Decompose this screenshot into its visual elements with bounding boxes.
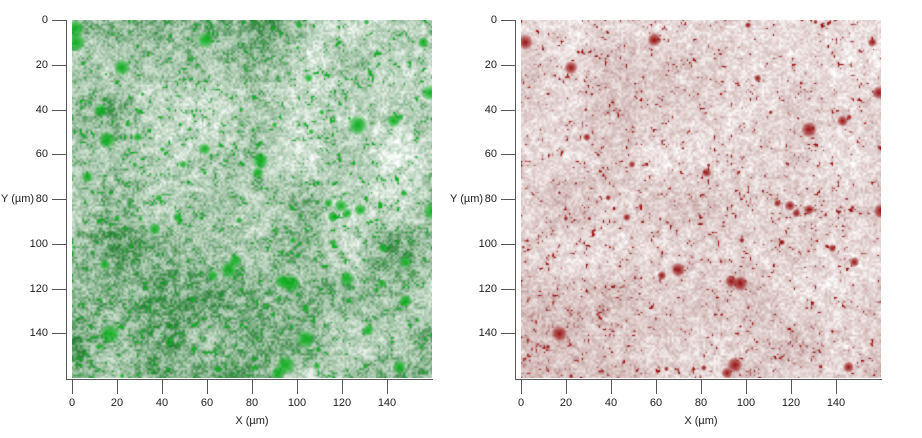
x-axis-label: X (µm) [235, 415, 269, 427]
x-tick-mark [566, 380, 567, 394]
x-tick-mark [701, 380, 702, 394]
x-tick-label-40: 40 [155, 397, 169, 409]
y-tick-label-80: 80 [35, 193, 48, 205]
y-tick-mark [501, 110, 515, 111]
x-tick-label-60: 60 [649, 397, 663, 409]
green-channel-map [72, 20, 432, 378]
y-tick-mark [52, 110, 66, 111]
y-tick-mark [52, 154, 66, 155]
x-tick-label-80: 80 [245, 397, 259, 409]
y-tick-label-120: 120 [478, 283, 497, 295]
red-channel-map [521, 20, 881, 378]
y-axis-line [515, 20, 516, 380]
x-tick-label-140: 140 [377, 397, 397, 409]
red-channel-panel: 0 20 40 60 80 100 120 140 0 20 40 60 80 100 120 140 Y … [449, 0, 895, 438]
x-tick-mark [656, 380, 657, 394]
y-tick-label-140: 140 [29, 327, 48, 339]
green-channel-panel: 0 20 40 60 80 100 120 140 0 20 40 60 80 100 120 140 Y … [0, 0, 446, 438]
y-tick-label-60: 60 [484, 148, 497, 160]
x-tick-mark [72, 380, 73, 394]
y-tick-mark [501, 289, 515, 290]
x-tick-label-0: 0 [68, 397, 76, 409]
x-tick-mark [611, 380, 612, 394]
x-tick-mark [297, 380, 298, 394]
x-tick-label-80: 80 [694, 397, 708, 409]
x-tick-label-0: 0 [517, 397, 525, 409]
x-tick-label-120: 120 [332, 397, 352, 409]
y-axis-label: Y (µm) [1, 193, 35, 205]
x-tick-mark [207, 380, 208, 394]
x-tick-label-20: 20 [110, 397, 124, 409]
x-tick-mark [162, 380, 163, 394]
x-tick-mark [342, 380, 343, 394]
x-tick-mark [746, 380, 747, 394]
x-tick-label-20: 20 [559, 397, 573, 409]
x-tick-label-40: 40 [604, 397, 618, 409]
y-tick-label-60: 60 [35, 148, 48, 160]
x-tick-label-100: 100 [287, 397, 307, 409]
y-tick-label-100: 100 [29, 238, 48, 250]
y-tick-mark [52, 65, 66, 66]
x-tick-label-60: 60 [200, 397, 214, 409]
x-tick-label-140: 140 [826, 397, 846, 409]
y-tick-label-140: 140 [478, 327, 497, 339]
y-tick-mark [501, 199, 515, 200]
y-tick-label-40: 40 [35, 104, 48, 116]
x-tick-label-100: 100 [736, 397, 756, 409]
y-tick-mark [501, 244, 515, 245]
x-tick-mark [387, 380, 388, 394]
y-tick-mark [52, 333, 66, 334]
y-tick-mark [501, 65, 515, 66]
y-tick-label-100: 100 [478, 238, 497, 250]
x-tick-mark [252, 380, 253, 394]
x-tick-mark [836, 380, 837, 394]
y-axis-label: Y (µm) [450, 193, 484, 205]
y-tick-mark [52, 244, 66, 245]
y-tick-mark [501, 333, 515, 334]
x-tick-mark [117, 380, 118, 394]
y-tick-mark [52, 289, 66, 290]
y-tick-label-0: 0 [490, 14, 497, 26]
y-tick-mark [52, 20, 66, 21]
y-tick-label-20: 20 [35, 59, 48, 71]
x-axis-line [66, 379, 433, 380]
x-tick-mark [521, 380, 522, 394]
x-tick-label-120: 120 [781, 397, 801, 409]
y-tick-mark [501, 154, 515, 155]
x-tick-mark [791, 380, 792, 394]
y-tick-label-40: 40 [484, 104, 497, 116]
y-tick-mark [501, 20, 515, 21]
y-tick-label-20: 20 [484, 59, 497, 71]
y-tick-label-0: 0 [41, 14, 48, 26]
y-tick-label-120: 120 [29, 283, 48, 295]
y-axis-line [66, 20, 67, 380]
x-axis-line [515, 379, 882, 380]
y-tick-label-80: 80 [484, 193, 497, 205]
y-tick-mark [52, 199, 66, 200]
x-axis-label: X (µm) [684, 415, 718, 427]
